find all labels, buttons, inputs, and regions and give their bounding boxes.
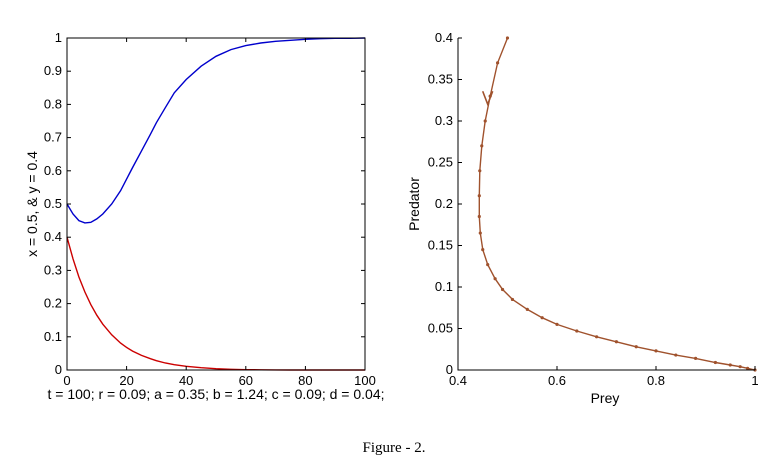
- phase-plot-chart: 0.4 0.6 0.8 1 0 0.05 0.1 0.15 0.2 0.25 0.3 0.35 0.4…: [406, 30, 759, 406]
- trajectory-point: [477, 194, 481, 198]
- trajectory-point: [654, 349, 658, 353]
- trajectory-point: [505, 36, 510, 40]
- x-tick-label: 100: [354, 373, 376, 388]
- x-tick-label: 1: [751, 373, 758, 388]
- x-tick-label: 20: [119, 373, 133, 388]
- phase-plot-lines: [477, 36, 757, 372]
- trajectory-point: [486, 262, 490, 267]
- trajectory-point: [713, 360, 718, 365]
- y-tick-label: 0: [446, 362, 453, 377]
- trajectory-point: [634, 345, 638, 349]
- y-tick-label: 0.8: [44, 96, 62, 111]
- y-tick-label: 0.3: [435, 113, 453, 128]
- x-tick-label: 80: [298, 373, 312, 388]
- trajectory-point: [525, 307, 529, 312]
- trajectory-point: [595, 335, 599, 339]
- trajectory-point: [481, 248, 485, 252]
- phase-plot-x-ticks: 0.4 0.6 0.8 1: [449, 366, 759, 388]
- series-line-0: [66, 37, 366, 224]
- y-tick-label: 0.5: [44, 196, 62, 211]
- phase-plot-y-label: Predator: [406, 177, 422, 231]
- trajectory-point: [614, 340, 619, 344]
- y-tick-label: 0.05: [428, 321, 453, 336]
- time-series-x-label: t = 100; r = 0.09; a = 0.35; b = 1.24; c…: [47, 386, 384, 402]
- phase-plot-x-label: Prey: [591, 390, 620, 406]
- trajectory-point: [540, 316, 544, 320]
- time-series-y-ticks: 0 0.1 0.2 0.3 0.4 0.5 0.6 0.7 0.8 0.9 1: [44, 30, 365, 377]
- trajectory-point: [478, 169, 482, 173]
- x-tick-label: 60: [239, 373, 253, 388]
- y-tick-label: 1: [55, 30, 62, 45]
- y-tick-label: 0.9: [44, 63, 62, 78]
- phase-plot-y-ticks: 0 0.05 0.1 0.15 0.2 0.25 0.3 0.35 0.4: [428, 30, 462, 377]
- y-tick-label: 0.1: [44, 329, 62, 344]
- trajectory-point: [493, 277, 497, 281]
- trajectory-point: [738, 365, 742, 369]
- phase-plot-axes: [457, 38, 755, 371]
- trajectory-point: [500, 287, 505, 292]
- y-tick-label: 0.15: [428, 238, 453, 253]
- x-tick-label: 0.4: [449, 373, 467, 388]
- y-tick-label: 0.35: [428, 72, 453, 87]
- trajectory-point: [477, 214, 481, 219]
- y-tick-label: 0: [55, 362, 62, 377]
- y-tick-label: 0.2: [44, 296, 62, 311]
- trajectory-point: [575, 329, 579, 333]
- time-series-y-label: x = 0.5, & y = 0.4: [24, 151, 40, 257]
- y-tick-label: 0.3: [44, 262, 62, 277]
- trajectory-point: [555, 322, 559, 326]
- y-tick-label: 0.1: [435, 279, 453, 294]
- trajectory-point: [694, 356, 698, 360]
- x-tick-label: 0.6: [548, 373, 566, 388]
- y-tick-label: 0.25: [428, 155, 453, 170]
- trajectory-point: [483, 119, 487, 123]
- y-tick-label: 0.6: [44, 163, 62, 178]
- trajectory-point: [674, 353, 678, 357]
- trajectory-direction-arrow: [481, 90, 494, 107]
- time-series-chart: 0 20 40 60 80 100 0 0.1 0.2 0.3 0.4 0.5 0.6 0.7 0.8 0.…: [24, 30, 385, 402]
- x-tick-label: 0.8: [647, 373, 665, 388]
- y-tick-label: 0.4: [435, 30, 453, 45]
- figure-caption: Figure - 2.: [363, 440, 426, 456]
- trajectory-point: [496, 61, 500, 65]
- y-tick-label: 0.2: [435, 196, 453, 211]
- time-series-lines: [66, 37, 366, 371]
- trajectory-point: [728, 363, 732, 367]
- time-series-x-ticks: 0 20 40 60 80 100: [63, 38, 376, 388]
- y-tick-label: 0.4: [44, 229, 62, 244]
- series-line-0: [478, 37, 756, 371]
- trajectory-point: [480, 144, 484, 148]
- x-tick-label: 0: [63, 373, 70, 388]
- y-tick-label: 0.7: [44, 130, 62, 145]
- trajectory-point: [478, 231, 482, 235]
- series-line-1: [66, 237, 365, 371]
- trajectory-point: [510, 297, 515, 302]
- x-tick-label: 40: [179, 373, 193, 388]
- trajectory-point: [745, 366, 750, 370]
